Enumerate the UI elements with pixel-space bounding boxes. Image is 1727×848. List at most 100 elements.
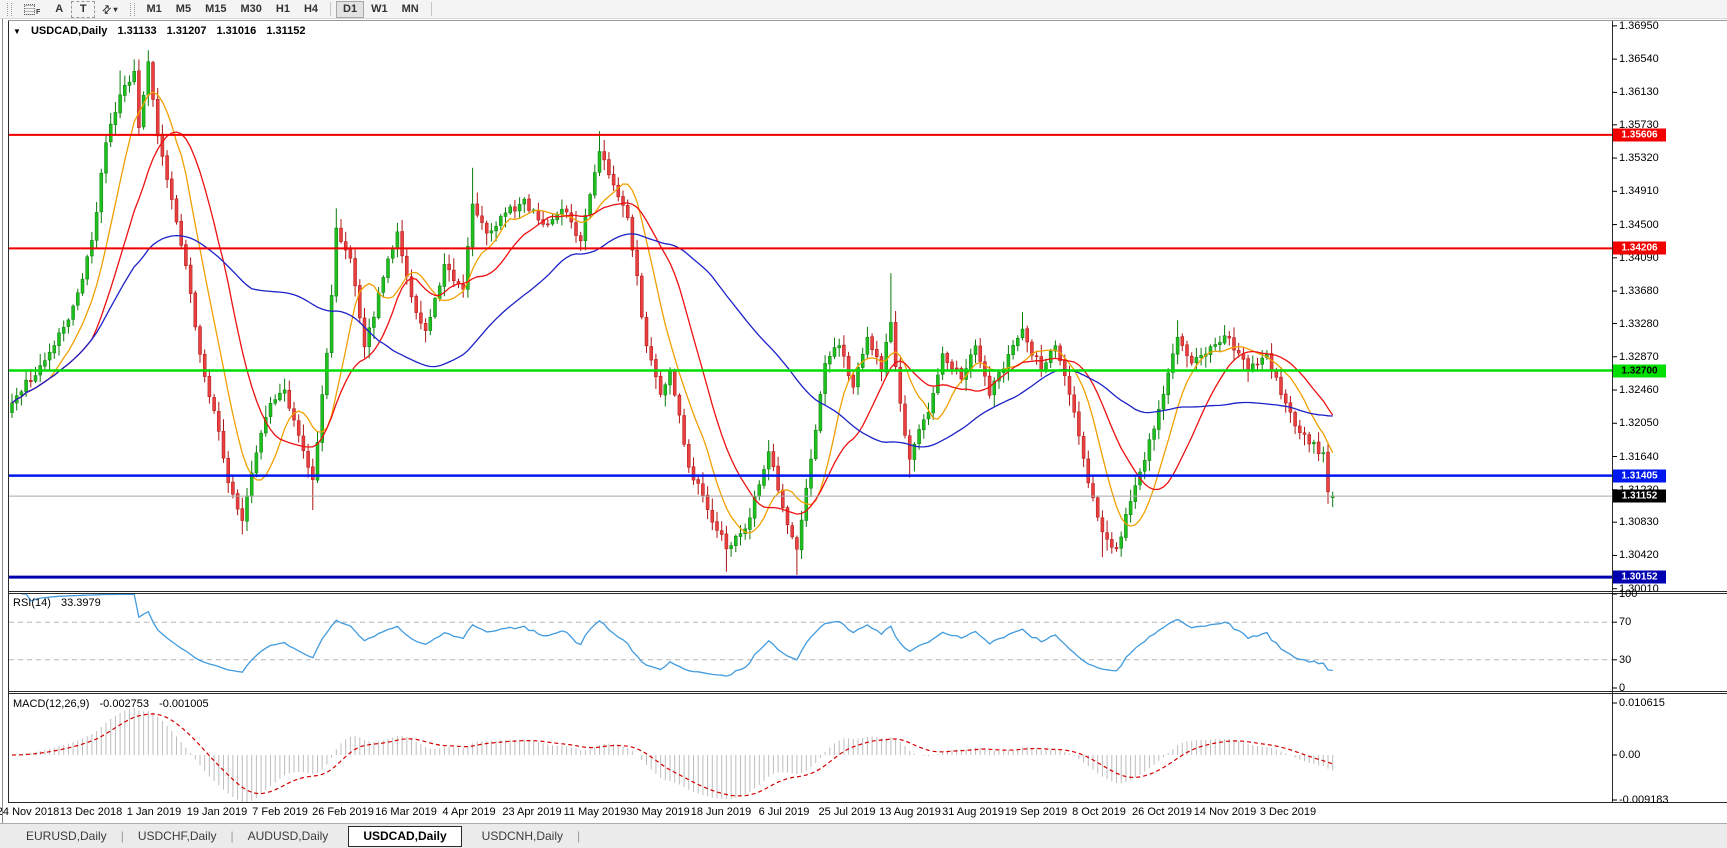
date-label-10: 30 May 2019 <box>626 806 690 818</box>
date-label-4: 7 Feb 2019 <box>252 806 308 818</box>
date-label-18: 26 Oct 2019 <box>1132 806 1192 818</box>
timeframe-button-m5[interactable]: M5 <box>169 1 198 18</box>
ohlc-high: 1.31207 <box>166 25 207 37</box>
tab-separator: | <box>577 829 581 843</box>
chart-ohlc-header: ▼ USDCAD,Daily 1.31133 1.31207 1.31016 1… <box>13 25 312 37</box>
macd-signal-line <box>11 713 1333 797</box>
date-label-6: 16 Mar 2019 <box>375 806 437 818</box>
timeframe-button-mn[interactable]: MN <box>395 1 426 18</box>
level-flag-1.31405: 1.31405 <box>1613 469 1666 483</box>
date-label-1: 13 Dec 2018 <box>59 806 123 818</box>
timeframe-button-h4[interactable]: H4 <box>297 1 325 18</box>
ohlc-low: 1.31016 <box>216 25 257 37</box>
level-flag-1.32700: 1.32700 <box>1613 364 1666 378</box>
chart-tab-eurusd[interactable]: EURUSD,Daily <box>26 829 107 843</box>
date-label-5: 26 Feb 2019 <box>312 806 374 818</box>
arrange-windows-button[interactable]: ⇄ ▾ <box>95 1 124 18</box>
price-axis-tick-1.31640: 1.31640 <box>1619 450 1659 463</box>
rsi-indicator-label: RSI(14) 33.3979 <box>13 597 108 609</box>
dropdown-caret-icon: ▾ <box>113 4 118 14</box>
macd-panel-plot[interactable] <box>9 694 1612 802</box>
timeframe-toolbar: M1 M5 M15 M30 H1 H4 D1 W1 MN <box>140 0 437 18</box>
current-price-flag: 1.31152 <box>1613 489 1666 503</box>
date-label-3: 19 Jan 2019 <box>186 806 248 818</box>
rsi-panel-plot[interactable] <box>9 594 1612 688</box>
arrange-arrows-icon: ⇄ <box>99 1 115 17</box>
timeframe-button-m1[interactable]: M1 <box>140 1 169 18</box>
grid-button[interactable]: F <box>17 1 47 18</box>
price-axis-tick-1.30010: 1.30010 <box>1619 582 1659 595</box>
price-axis-tick-1.34500: 1.34500 <box>1619 218 1659 231</box>
ohlc-open: 1.31133 <box>117 25 157 37</box>
timeframe-button-h1[interactable]: H1 <box>269 1 297 18</box>
chart-tab-usdcad[interactable]: USDCAD,Daily <box>348 825 462 847</box>
macd-histogram <box>16 708 1334 802</box>
rsi-axis-tick-0: 0 <box>1619 682 1626 694</box>
chart-tab-audusd[interactable]: AUDUSD,Daily <box>247 829 329 843</box>
level-flag-1.30152: 1.30152 <box>1613 570 1666 584</box>
price-axis-tick-1.32460: 1.32460 <box>1619 384 1659 396</box>
rsi-line <box>21 593 1333 677</box>
toolbar-separator <box>430 2 432 16</box>
macd-axis-tick-0.00: 0.00 <box>1619 749 1641 761</box>
level-flag-1.34206: 1.34206 <box>1613 241 1666 255</box>
grid-icon <box>24 3 35 15</box>
price-axis-tick-1.32870: 1.32870 <box>1619 350 1659 363</box>
macd-axis-tick-0.010615: 0.010615 <box>1619 696 1665 709</box>
macd-indicator-label: MACD(12,26,9) -0.002753 -0.001005 <box>13 698 216 710</box>
window-left-border <box>2 19 3 848</box>
price-axis-tick-1.33680: 1.33680 <box>1619 285 1659 298</box>
macd-axis-tick--0.009183: -0.009183 <box>1619 793 1669 806</box>
rsi-value: 33.3979 <box>60 597 101 609</box>
rsi-axis-tick-100: 100 <box>1619 588 1638 600</box>
main-chart-plot[interactable] <box>9 21 1612 591</box>
rsi-axis-tick-30: 30 <box>1619 653 1632 666</box>
price-axis-tick-1.32050: 1.32050 <box>1619 417 1659 430</box>
macd-signal-value: -0.001005 <box>159 698 209 710</box>
chart-tab-usdchf[interactable]: USDCHF,Daily <box>137 829 217 843</box>
date-label-19: 14 Nov 2019 <box>1193 806 1257 818</box>
rsi-axis-tick-70: 70 <box>1619 616 1632 629</box>
rsi-name: RSI(14) <box>13 597 51 609</box>
ohlc-close: 1.31152 <box>266 25 306 37</box>
macd-name: MACD(12,26,9) <box>13 698 90 710</box>
chart-tab-bar: EURUSD,Daily | USDCHF,Daily | AUDUSD,Daily US… <box>0 823 1727 848</box>
tab-separator: | <box>120 829 124 843</box>
cursor-arrow-button[interactable]: A <box>47 1 71 18</box>
chart-symbol-period: USDCAD,Daily <box>30 25 108 37</box>
timeframe-button-d1[interactable]: D1 <box>336 0 365 18</box>
date-label-9: 11 May 2019 <box>563 806 627 818</box>
collapse-triangle-icon[interactable]: ▼ <box>13 27 21 36</box>
toolbar-separator <box>330 2 332 16</box>
date-label-20: 3 Dec 2019 <box>1259 806 1317 818</box>
toolbar: F A T ⇄ ▾ M1 M5 M15 M30 H1 H4 D1 W1 MN <box>0 0 1727 19</box>
timeframe-button-m15[interactable]: M15 <box>198 1 233 18</box>
toolbar-grip[interactable] <box>129 2 135 16</box>
date-label-15: 31 Aug 2019 <box>942 806 1004 818</box>
date-label-16: 19 Sep 2019 <box>1004 806 1068 818</box>
macd-main-value: -0.002753 <box>99 698 150 710</box>
tab-separator: | <box>230 829 234 843</box>
date-label-11: 18 Jun 2019 <box>690 806 752 818</box>
date-label-13: 25 Jul 2019 <box>818 806 876 818</box>
toolbar-grip[interactable] <box>7 2 12 16</box>
price-axis-tick-1.35320: 1.35320 <box>1619 152 1659 165</box>
price-axis-tick-1.33280: 1.33280 <box>1619 317 1659 330</box>
price-axis-tick-1.34910: 1.34910 <box>1619 185 1659 198</box>
moving-averages <box>11 91 1334 534</box>
text-tool-button[interactable]: T <box>71 0 96 18</box>
date-label-14: 13 Aug 2019 <box>879 806 941 818</box>
date-label-17: 8 Oct 2019 <box>1072 806 1126 818</box>
date-label-12: 6 Jul 2019 <box>758 806 810 818</box>
price-axis-tick-1.36950: 1.36950 <box>1619 19 1659 32</box>
date-label-8: 23 Apr 2019 <box>502 806 562 818</box>
date-label-0: 24 Nov 2018 <box>0 806 60 818</box>
timeframe-button-w1[interactable]: W1 <box>364 1 395 18</box>
chart-tab-usdcnh[interactable]: USDCNH,Daily <box>481 829 564 843</box>
price-axis-tick-1.36130: 1.36130 <box>1619 86 1659 99</box>
price-axis-tick-1.36540: 1.36540 <box>1619 53 1659 66</box>
price-axis-tick-1.35730: 1.35730 <box>1619 118 1659 131</box>
timeframe-button-m30[interactable]: M30 <box>233 1 268 18</box>
date-label-2: 1 Jan 2019 <box>126 806 182 818</box>
